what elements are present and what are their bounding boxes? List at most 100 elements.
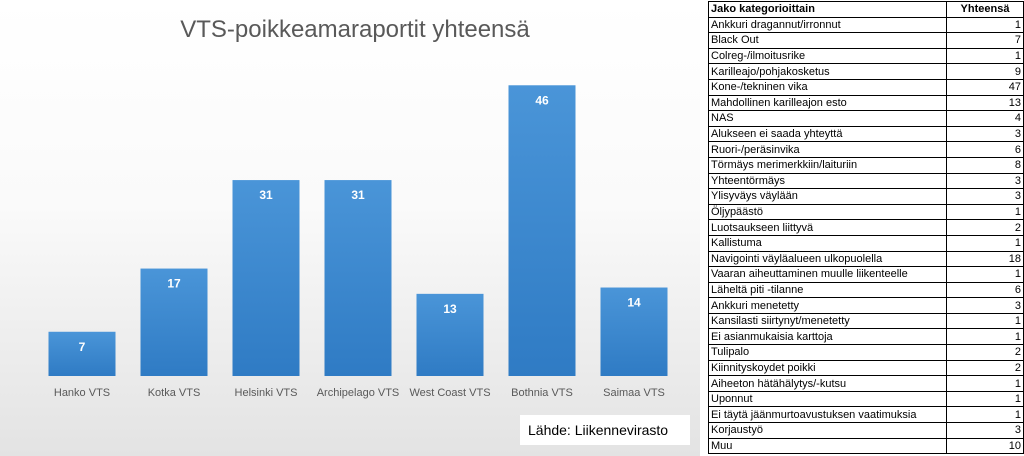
category-cell: Ankkuri menetetty [708,297,947,314]
category-cell: Alukseen ei saada yhteyttä [708,125,947,143]
category-cell: Aiheeton hätähälytys/-kutsu [708,375,947,392]
category-tick-label: Kotka VTS [148,387,201,399]
total-cell: 10 [946,437,1024,455]
table-row: Colreg-/ilmoitusrike 1 [708,47,1024,65]
category-cell: Törmäys merimerkkiin/laituriin [708,156,947,174]
category-table-wrap: Jako kategorioittain Yhteensä Ankkuri dr… [708,1,1024,455]
category-cell: Kallistuma [708,234,947,252]
category-tick-label: Helsinki VTS [235,387,298,399]
category-cell: Ankkuri dragannut/irronnut [708,16,947,34]
bar [232,180,300,376]
data-label: 17 [167,277,181,291]
table-row: Luotsaukseen liittyvä 2 [708,219,1024,236]
table-row: Kiinnityskoydet poikki 2 [708,359,1024,377]
source-label: Lähde: Liikennevirasto [520,415,690,445]
total-cell: 2 [946,359,1024,377]
total-cell: 1 [946,328,1024,346]
table-row: Muu 10 [708,437,1024,455]
table-row: Läheltä piti -tilanne 6 [708,281,1024,299]
total-cell: 3 [946,297,1024,314]
total-cell: 9 [946,63,1024,80]
category-cell: Karilleajo/pohjakosketus [708,63,947,80]
category-tick-label: West Coast VTS [409,387,490,399]
category-cell: Tulipalo [708,344,947,361]
category-cell: Läheltä piti -tilanne [708,281,947,299]
table-row: Uponnut 1 [708,390,1024,408]
category-cell: Colreg-/ilmoitusrike [708,47,947,65]
table-row: Ruori-/peräsinvika 6 [708,141,1024,158]
category-cell: Uponnut [708,390,947,408]
total-cell: 1 [946,203,1024,221]
category-cell: Vaaran aiheuttaminen muulle liikenteelle [708,266,947,283]
category-cell: Ylisyväys väylään [708,188,947,205]
category-cell: Mahdollinen karilleajon esto [708,94,947,112]
data-label: 13 [443,302,457,316]
category-tick-label: Bothnia VTS [511,387,573,399]
table-row: Ylisyväys väylään 3 [708,188,1024,205]
table-row: Vaaran aiheuttaminen muulle liikenteelle… [708,266,1024,283]
bar-chart: VTS-poikkeamaraportit yhteensä 7 Hanko VT… [48,16,668,399]
total-cell: 18 [946,250,1024,268]
total-cell: 1 [946,406,1024,424]
total-cell: 4 [946,110,1024,127]
data-label: 7 [79,340,86,354]
total-cell: 6 [946,141,1024,158]
table-row: Tulipalo 2 [708,344,1024,361]
category-cell: Black Out [708,32,947,49]
total-cell: 1 [946,312,1024,330]
category-cell: Ei asianmukaisia karttoja [708,328,947,346]
total-cell: 3 [946,422,1024,439]
total-cell: 2 [946,219,1024,236]
data-label: 14 [627,296,641,310]
bar [600,287,668,376]
total-cell: 1 [946,390,1024,408]
table-row: Alukseen ei saada yhteyttä 3 [708,125,1024,143]
total-cell: 13 [946,94,1024,112]
table-row: Mahdollinen karilleajon esto 13 [708,94,1024,112]
table-row: Ankkuri menetetty 3 [708,297,1024,314]
category-cell: Muu [708,437,947,455]
category-tick-label: Archipelago VTS [317,387,400,399]
bar [508,85,576,376]
bar [324,180,392,376]
table-row: Black Out 7 [708,32,1024,49]
total-cell: 2 [946,344,1024,361]
table-row: Ankkuri dragannut/irronnut 1 [708,16,1024,34]
total-cell: 7 [946,32,1024,49]
category-column-header: Jako kategorioittain [708,1,947,18]
total-cell: 1 [946,16,1024,34]
table-row: Kallistuma 1 [708,234,1024,252]
total-cell: 47 [946,78,1024,96]
table-row: Ei asianmukaisia karttoja 1 [708,328,1024,346]
table-header-row: Jako kategorioittain Yhteensä [708,1,1024,18]
category-cell: Luotsaukseen liittyvä [708,219,947,236]
total-column-header: Yhteensä [946,1,1024,18]
table-row: Ei täytä jäänmurtoavustuksen vaatimuksia… [708,406,1024,424]
category-cell: Kansilasti siirtynyt/menetetty [708,312,947,330]
total-cell: 1 [946,375,1024,392]
data-label: 31 [259,188,273,202]
bar [416,293,484,376]
category-cell: Ruori-/peräsinvika [708,141,947,158]
category-cell: NAS [708,110,947,127]
table-row: Navigointi väyläalueen ulkopuolella 18 [708,250,1024,268]
table-row: Korjaustyö 3 [708,422,1024,439]
data-label: 46 [535,93,549,107]
bar [140,268,208,376]
category-cell: Öljypäästö [708,203,947,221]
total-cell: 6 [946,281,1024,299]
table-row: Yhteentörmäys 3 [708,172,1024,190]
chart-title: VTS-poikkeamaraportit yhteensä [180,16,530,43]
category-cell: Kiinnityskoydet poikki [708,359,947,377]
category-table: Jako kategorioittain Yhteensä Ankkuri dr… [708,1,1024,455]
table-row: NAS 4 [708,110,1024,127]
category-tick-label: Saimaa VTS [603,387,665,399]
bar [48,331,116,376]
table-row: Aiheeton hätähälytys/-kutsu 1 [708,375,1024,392]
category-cell: Kone-/tekninen vika [708,78,947,96]
category-tick-label: Hanko VTS [54,387,110,399]
total-cell: 3 [946,188,1024,205]
data-label: 31 [351,188,365,202]
table-row: Karilleajo/pohjakosketus 9 [708,63,1024,80]
total-cell: 1 [946,234,1024,252]
